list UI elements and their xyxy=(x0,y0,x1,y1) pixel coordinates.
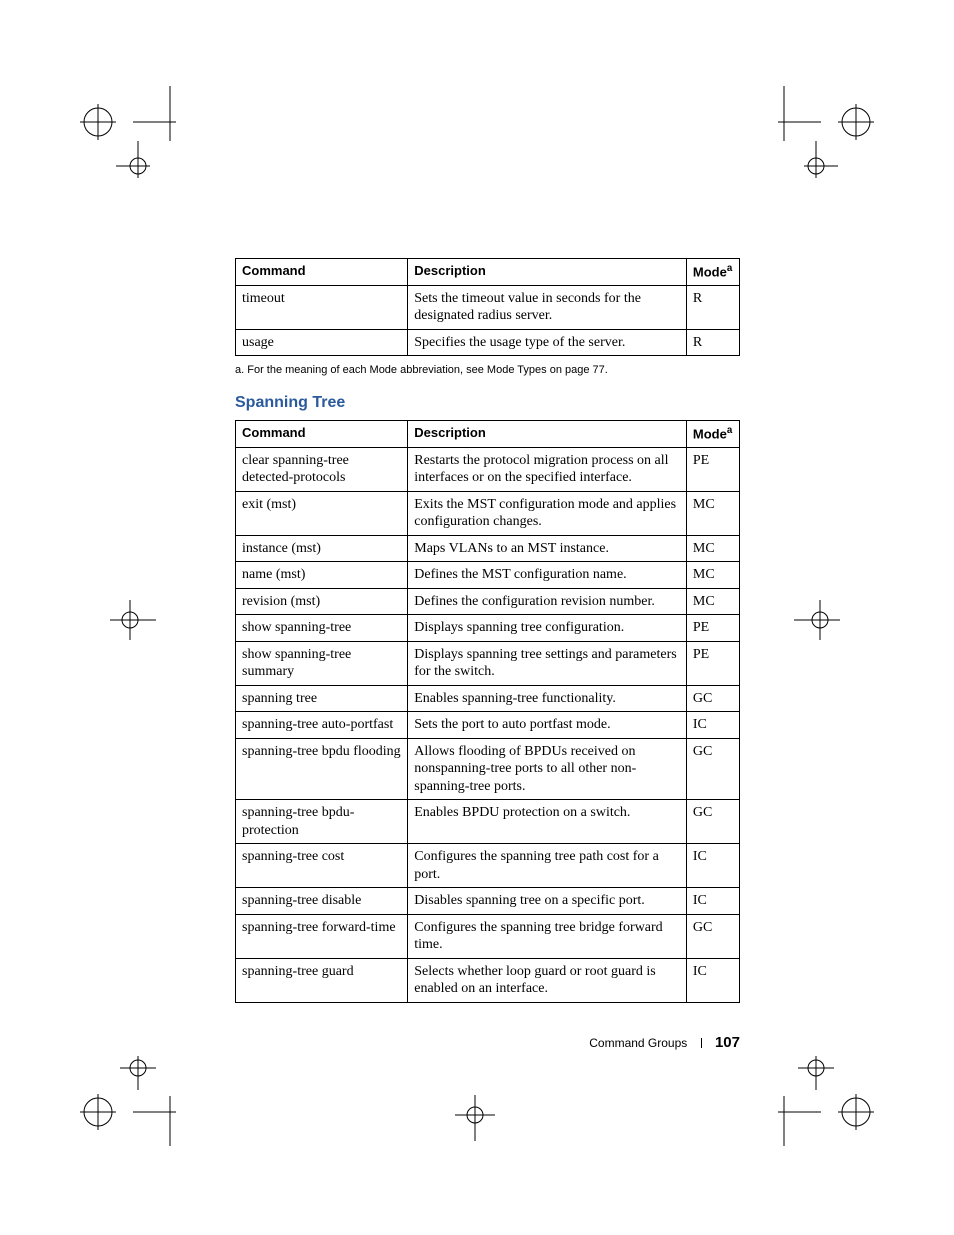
footer-separator xyxy=(701,1038,702,1048)
table-row: exit (mst)Exits the MST configuration mo… xyxy=(236,491,740,535)
cell-cmd: spanning-tree disable xyxy=(236,888,408,915)
cell-mode: MC xyxy=(686,562,739,589)
cell-mode: GC xyxy=(686,738,739,800)
table-row: clear spanning-tree detected-protocolsRe… xyxy=(236,447,740,491)
header-description: Description xyxy=(408,259,687,286)
cell-mode: MC xyxy=(686,535,739,562)
cell-mode: GC xyxy=(686,685,739,712)
cell-cmd: spanning-tree cost xyxy=(236,844,408,888)
cell-desc: Specifies the usage type of the server. xyxy=(408,329,687,356)
cell-mode: MC xyxy=(686,588,739,615)
cell-cmd: revision (mst) xyxy=(236,588,408,615)
table-row: usageSpecifies the usage type of the ser… xyxy=(236,329,740,356)
cell-desc: Disables spanning tree on a specific por… xyxy=(408,888,687,915)
header-description: Description xyxy=(408,421,687,448)
cell-cmd: show spanning-tree summary xyxy=(236,641,408,685)
cell-mode: MC xyxy=(686,491,739,535)
cell-cmd: instance (mst) xyxy=(236,535,408,562)
crop-mark-bottom-left xyxy=(78,1048,178,1148)
cell-mode: PE xyxy=(686,615,739,642)
radius-commands-table: Command Description Modea timeoutSets th… xyxy=(235,258,740,356)
cell-cmd: spanning-tree bpdu flooding xyxy=(236,738,408,800)
crop-mark-top-left xyxy=(78,86,178,186)
cell-desc: Enables spanning-tree functionality. xyxy=(408,685,687,712)
cell-desc: Defines the configuration revision numbe… xyxy=(408,588,687,615)
table-row: spanning-tree auto-portfastSets the port… xyxy=(236,712,740,739)
cell-mode: PE xyxy=(686,447,739,491)
cell-desc: Displays spanning tree settings and para… xyxy=(408,641,687,685)
header-command: Command xyxy=(236,421,408,448)
cell-mode: GC xyxy=(686,914,739,958)
cell-desc: Configures the spanning tree bridge forw… xyxy=(408,914,687,958)
table-row: show spanning-treeDisplays spanning tree… xyxy=(236,615,740,642)
cell-desc: Sets the port to auto portfast mode. xyxy=(408,712,687,739)
table-row: spanning-tree costConfigures the spannin… xyxy=(236,844,740,888)
table-row: spanning-tree bpdu floodingAllows floodi… xyxy=(236,738,740,800)
cell-mode: PE xyxy=(686,641,739,685)
cell-desc: Configures the spanning tree path cost f… xyxy=(408,844,687,888)
table-row: revision (mst)Defines the configuration … xyxy=(236,588,740,615)
cell-mode: GC xyxy=(686,800,739,844)
page-number: 107 xyxy=(715,1034,740,1051)
page-content: Command Description Modea timeoutSets th… xyxy=(235,258,740,1011)
cell-cmd: spanning-tree guard xyxy=(236,958,408,1002)
table-row: spanning-tree disableDisables spanning t… xyxy=(236,888,740,915)
cell-desc: Allows flooding of BPDUs received on non… xyxy=(408,738,687,800)
cell-desc: Displays spanning tree configuration. xyxy=(408,615,687,642)
table-row: spanning-tree bpdu-protectionEnables BPD… xyxy=(236,800,740,844)
table-row: instance (mst)Maps VLANs to an MST insta… xyxy=(236,535,740,562)
cell-desc: Selects whether loop guard or root guard… xyxy=(408,958,687,1002)
cell-desc: Maps VLANs to an MST instance. xyxy=(408,535,687,562)
cell-mode: IC xyxy=(686,888,739,915)
cell-cmd: spanning-tree forward-time xyxy=(236,914,408,958)
cell-cmd: show spanning-tree xyxy=(236,615,408,642)
cell-mode: IC xyxy=(686,712,739,739)
cell-cmd: spanning tree xyxy=(236,685,408,712)
table-row: spanning-tree forward-timeConfigures the… xyxy=(236,914,740,958)
crop-mark-mid-right xyxy=(790,590,860,660)
table-row: name (mst)Defines the MST configuration … xyxy=(236,562,740,589)
table-header-row: Command Description Modea xyxy=(236,421,740,448)
crop-mark-bottom-center xyxy=(445,1085,515,1155)
spanning-tree-commands-table: Command Description Modea clear spanning… xyxy=(235,420,740,1003)
cell-desc: Enables BPDU protection on a switch. xyxy=(408,800,687,844)
table-row: timeoutSets the timeout value in seconds… xyxy=(236,285,740,329)
page-footer: Command Groups 107 xyxy=(235,1034,740,1051)
cell-mode: R xyxy=(686,285,739,329)
cell-desc: Defines the MST configuration name. xyxy=(408,562,687,589)
header-mode: Modea xyxy=(686,259,739,286)
cell-desc: Exits the MST configuration mode and app… xyxy=(408,491,687,535)
footer-section: Command Groups xyxy=(589,1036,687,1050)
cell-cmd: name (mst) xyxy=(236,562,408,589)
table-row: show spanning-tree summaryDisplays spann… xyxy=(236,641,740,685)
cell-cmd: spanning-tree auto-portfast xyxy=(236,712,408,739)
crop-mark-top-right xyxy=(776,86,876,186)
header-mode: Modea xyxy=(686,421,739,448)
cell-cmd: spanning-tree bpdu-protection xyxy=(236,800,408,844)
cell-cmd: exit (mst) xyxy=(236,491,408,535)
table-row: spanning-tree guardSelects whether loop … xyxy=(236,958,740,1002)
cell-desc: Restarts the protocol migration process … xyxy=(408,447,687,491)
cell-cmd: timeout xyxy=(236,285,408,329)
table-header-row: Command Description Modea xyxy=(236,259,740,286)
cell-mode: IC xyxy=(686,958,739,1002)
header-command: Command xyxy=(236,259,408,286)
cell-cmd: clear spanning-tree detected-protocols xyxy=(236,447,408,491)
cell-desc: Sets the timeout value in seconds for th… xyxy=(408,285,687,329)
crop-mark-bottom-right xyxy=(776,1048,876,1148)
cell-cmd: usage xyxy=(236,329,408,356)
table-footnote: a. For the meaning of each Mode abbrevia… xyxy=(235,364,740,376)
table-row: spanning treeEnables spanning-tree funct… xyxy=(236,685,740,712)
cell-mode: R xyxy=(686,329,739,356)
cell-mode: IC xyxy=(686,844,739,888)
crop-mark-mid-left xyxy=(100,590,170,660)
section-heading-spanning-tree: Spanning Tree xyxy=(235,394,740,412)
